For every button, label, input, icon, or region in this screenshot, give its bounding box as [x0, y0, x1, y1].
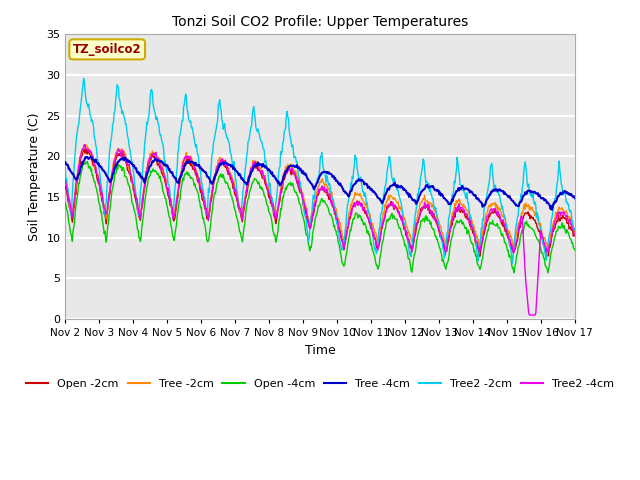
Tree -4cm	[397, 183, 405, 189]
Open -4cm	[124, 179, 131, 184]
Open -2cm	[202, 211, 210, 217]
Tree -2cm	[70, 194, 78, 200]
Tree -4cm	[383, 190, 390, 196]
Open -4cm	[61, 200, 69, 205]
Open -2cm	[571, 233, 579, 239]
Open -2cm	[175, 184, 183, 190]
Open -2cm	[70, 202, 78, 207]
Tree2 -4cm	[571, 231, 579, 237]
Line: Tree2 -2cm: Tree2 -2cm	[65, 78, 575, 263]
Tree2 -4cm	[124, 162, 131, 168]
Tree2 -2cm	[383, 179, 390, 184]
Open -2cm	[383, 209, 390, 215]
Tree2 -2cm	[61, 167, 69, 172]
Open -2cm	[476, 253, 484, 259]
Open -4cm	[175, 198, 183, 204]
Tree -4cm	[61, 159, 69, 165]
Tree -2cm	[571, 229, 579, 235]
Tree2 -4cm	[525, 312, 533, 318]
Tree -4cm	[87, 154, 95, 160]
Title: Tonzi Soil CO2 Profile: Upper Temperatures: Tonzi Soil CO2 Profile: Upper Temperatur…	[172, 15, 468, 29]
X-axis label: Time: Time	[305, 344, 335, 357]
Tree2 -2cm	[202, 212, 210, 217]
Tree2 -4cm	[81, 142, 88, 147]
Tree -2cm	[383, 200, 390, 205]
Text: TZ_soilco2: TZ_soilco2	[73, 43, 141, 56]
Open -4cm	[383, 219, 390, 225]
Tree2 -2cm	[124, 133, 131, 139]
Tree2 -2cm	[571, 227, 579, 232]
Tree -4cm	[70, 174, 78, 180]
Open -2cm	[81, 146, 88, 152]
Tree -2cm	[124, 163, 131, 169]
Y-axis label: Soil Temperature (C): Soil Temperature (C)	[28, 112, 41, 241]
Tree2 -2cm	[80, 75, 88, 81]
Tree -4cm	[124, 159, 131, 165]
Tree2 -4cm	[397, 217, 405, 223]
Tree2 -2cm	[509, 260, 516, 266]
Tree -4cm	[571, 195, 579, 201]
Tree -4cm	[175, 176, 183, 182]
Tree2 -2cm	[175, 134, 183, 140]
Open -4cm	[397, 229, 405, 235]
Legend: Open -2cm, Tree -2cm, Open -4cm, Tree -4cm, Tree2 -2cm, Tree2 -4cm: Open -2cm, Tree -2cm, Open -4cm, Tree -4…	[22, 374, 618, 393]
Open -2cm	[61, 182, 69, 188]
Line: Open -4cm: Open -4cm	[65, 161, 575, 273]
Open -4cm	[571, 247, 579, 253]
Tree -4cm	[548, 207, 556, 213]
Tree -2cm	[397, 205, 405, 211]
Line: Tree -4cm: Tree -4cm	[65, 157, 575, 210]
Line: Tree -2cm: Tree -2cm	[65, 145, 575, 249]
Tree2 -4cm	[61, 177, 69, 183]
Tree -2cm	[175, 178, 183, 184]
Open -4cm	[202, 233, 210, 239]
Tree2 -4cm	[175, 176, 183, 181]
Line: Open -2cm: Open -2cm	[65, 149, 575, 256]
Open -2cm	[397, 213, 405, 219]
Tree -2cm	[81, 142, 88, 148]
Open -4cm	[544, 270, 552, 276]
Tree2 -4cm	[383, 208, 390, 214]
Tree2 -2cm	[70, 159, 78, 165]
Open -4cm	[70, 219, 78, 225]
Tree -2cm	[202, 207, 210, 213]
Tree2 -4cm	[70, 197, 78, 203]
Tree -4cm	[202, 171, 210, 177]
Open -4cm	[83, 158, 91, 164]
Open -2cm	[124, 168, 131, 173]
Tree -2cm	[61, 178, 69, 183]
Line: Tree2 -4cm: Tree2 -4cm	[65, 144, 575, 315]
Tree2 -4cm	[202, 206, 210, 212]
Tree -2cm	[544, 246, 552, 252]
Tree2 -2cm	[397, 200, 405, 206]
